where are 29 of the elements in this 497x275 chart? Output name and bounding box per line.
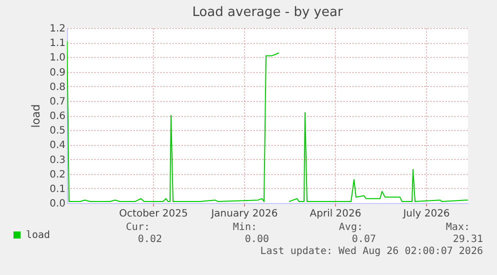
y-tick-label: 0.3	[50, 154, 66, 166]
y-tick-label: 0.1	[50, 184, 66, 195]
y-tick-label: 1.1	[50, 38, 66, 50]
text: Max:	[446, 222, 470, 233]
text: 0.02	[138, 234, 162, 245]
y-tick-label: 0.6	[50, 111, 66, 122]
text: 0.07	[352, 234, 376, 245]
y-axis-title: load	[30, 104, 43, 128]
x-tick-label: April 2026	[310, 208, 362, 220]
legend-label: load	[26, 230, 50, 241]
text: Min:	[232, 222, 257, 233]
text: Cur:	[126, 222, 150, 233]
y-tick-label: 0.8	[50, 82, 66, 93]
chart-title: Load average - by year	[192, 5, 344, 20]
x-tick-label: October 2025	[119, 208, 188, 220]
y-tick-label: 1.2	[50, 24, 66, 34]
y-tick-label: 0.9	[50, 67, 66, 78]
text: Avg:	[338, 222, 363, 233]
x-tick-label: January 2026	[210, 208, 278, 220]
text: 0.00	[244, 234, 269, 245]
y-tick-label: 0.5	[50, 126, 66, 137]
y-tick-label: 0.2	[50, 169, 66, 180]
text: Last update: Wed Aug 26 02:00:07 2026	[260, 246, 483, 257]
y-tick-label: 0.4	[50, 140, 66, 152]
y-tick-label: 0.7	[50, 96, 66, 108]
y-tick-label: 1.0	[50, 52, 66, 64]
y-tick-label: 0.0	[50, 198, 66, 210]
text: 29.31	[452, 234, 483, 245]
x-tick-label: July 2026	[402, 208, 450, 220]
